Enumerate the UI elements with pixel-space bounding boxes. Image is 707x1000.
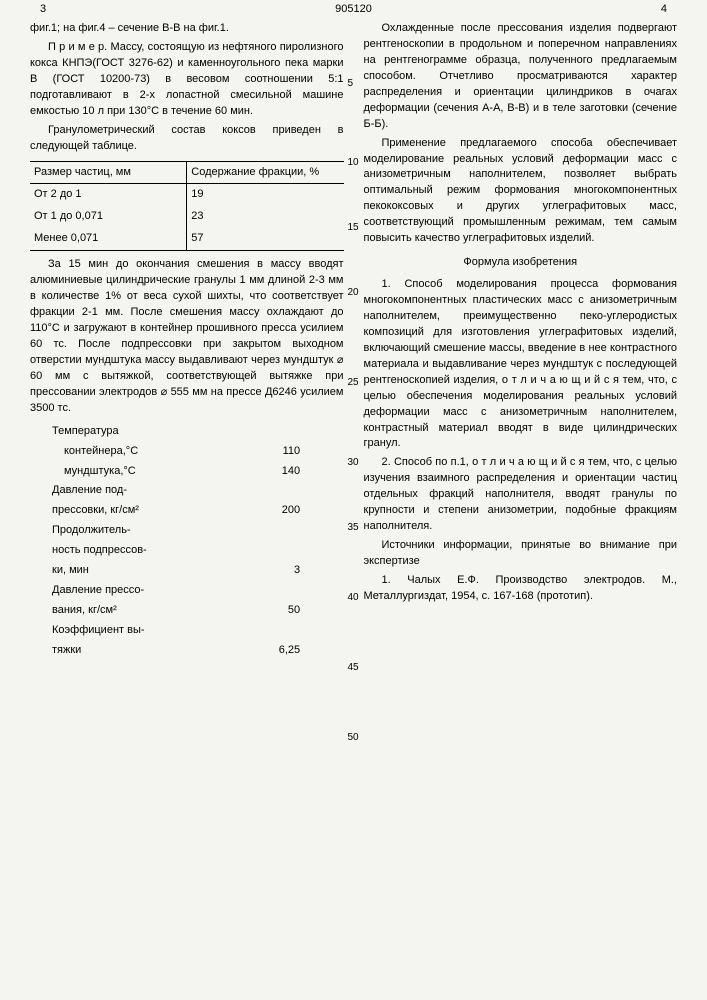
document-number: 905120 <box>335 2 372 18</box>
table-row: Менее 0,071 57 <box>30 228 344 250</box>
table-row: От 2 до 1 19 <box>30 184 344 206</box>
page-body: фиг.1; на фиг.4 – сечение В-В на фиг.1. … <box>30 21 677 666</box>
right-column: 5 10 15 20 25 30 35 40 45 50 Охлажденные… <box>364 21 678 666</box>
sources-title: Источники информации, принятые во вниман… <box>364 538 678 570</box>
para-cooling: Охлажденные после прессования изделия по… <box>364 21 678 133</box>
line-number: 40 <box>348 591 359 606</box>
claim-1: 1. Способ моделирования процесса формова… <box>364 277 678 452</box>
line-number: 25 <box>348 376 359 391</box>
line-number: 10 <box>348 156 359 171</box>
line-number: 30 <box>348 456 359 471</box>
claim-2: 2. Способ по п.1, о т л и ч а ю щ и й с … <box>364 455 678 535</box>
line-number: 20 <box>348 286 359 301</box>
page-number-right: 4 <box>661 2 667 18</box>
page-number-left: 3 <box>40 2 46 18</box>
para-fig: фиг.1; на фиг.4 – сечение В-В на фиг.1. <box>30 21 344 37</box>
source-1: 1. Чалых Е.Ф. Производство электродов. М… <box>364 573 678 605</box>
para-table-intro: Гранулометрический состав коксов приведе… <box>30 123 344 155</box>
para-example: П р и м е р. Массу, состоящую из нефтяно… <box>30 40 344 120</box>
formula-title: Формула изобретения <box>364 255 678 271</box>
line-number: 45 <box>348 661 359 676</box>
table-header-fraction: Содержание фракции, % <box>187 161 344 184</box>
parameters-table: Температура контейнера,°С110 мундштука,°… <box>50 421 332 662</box>
table-header-size: Размер частиц, мм <box>30 161 187 184</box>
fraction-table: Размер частиц, мм Содержание фракции, % … <box>30 161 344 252</box>
line-number: 15 <box>348 221 359 236</box>
line-number: 5 <box>348 77 354 92</box>
table-row: От 1 до 0,071 23 <box>30 206 344 228</box>
para-process: За 15 мин до окончания смешения в массу … <box>30 257 344 416</box>
line-number: 35 <box>348 521 359 536</box>
line-number: 50 <box>348 731 359 746</box>
left-column: фиг.1; на фиг.4 – сечение В-В на фиг.1. … <box>30 21 344 666</box>
para-application: Применение предлагаемого способа обеспеч… <box>364 136 678 248</box>
